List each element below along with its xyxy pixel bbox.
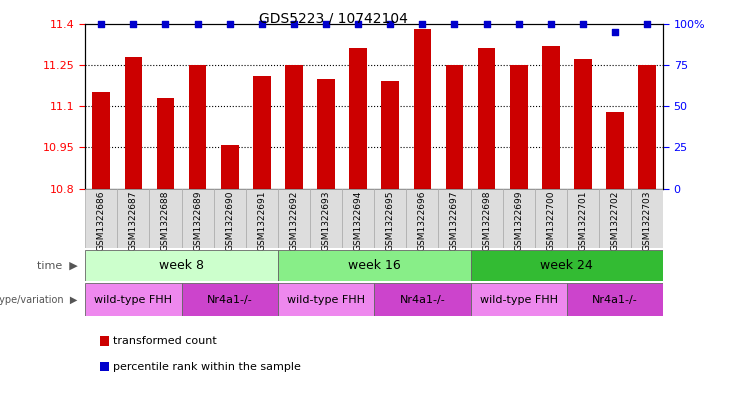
Point [159, 20, 171, 27]
Point [609, 29, 621, 35]
Text: transformed count: transformed count [113, 336, 217, 346]
Bar [85, 189, 117, 248]
Text: GDS5223 / 10742104: GDS5223 / 10742104 [259, 12, 408, 26]
Bar [567, 283, 663, 316]
Point [545, 20, 556, 27]
Bar [471, 283, 567, 316]
Point [192, 20, 204, 27]
Bar [510, 65, 528, 189]
Bar [471, 189, 502, 248]
Point [641, 20, 653, 27]
Bar [124, 57, 142, 189]
Text: week 8: week 8 [159, 259, 204, 272]
Text: genotype/variation  ▶: genotype/variation ▶ [0, 295, 78, 305]
Bar [253, 76, 270, 189]
Bar [310, 189, 342, 248]
Bar [374, 283, 471, 316]
Text: GSM1322690: GSM1322690 [225, 190, 234, 251]
Text: GSM1322687: GSM1322687 [129, 190, 138, 251]
Bar [478, 48, 496, 189]
Text: GSM1322696: GSM1322696 [418, 190, 427, 251]
Bar [349, 48, 367, 189]
Text: GSM1322692: GSM1322692 [290, 190, 299, 251]
Bar [182, 283, 278, 316]
Text: GSM1322688: GSM1322688 [161, 190, 170, 251]
Bar [278, 283, 374, 316]
Text: GSM1322686: GSM1322686 [97, 190, 106, 251]
Bar [406, 189, 439, 248]
Point [224, 20, 236, 27]
Bar [599, 189, 631, 248]
Bar [221, 145, 239, 189]
Bar [374, 189, 406, 248]
Text: Nr4a1-/-: Nr4a1-/- [592, 295, 638, 305]
Bar [213, 189, 246, 248]
Bar [189, 65, 207, 189]
Bar [445, 65, 463, 189]
Bar [382, 81, 399, 189]
Bar [471, 250, 663, 281]
Point [385, 20, 396, 27]
Point [448, 20, 460, 27]
Bar [246, 189, 278, 248]
Bar [85, 283, 182, 316]
Text: GSM1322691: GSM1322691 [257, 190, 266, 251]
Text: GSM1322701: GSM1322701 [579, 190, 588, 251]
Point [127, 20, 139, 27]
Text: GSM1322697: GSM1322697 [450, 190, 459, 251]
Bar [567, 189, 599, 248]
Point [288, 20, 300, 27]
Bar [342, 189, 374, 248]
Point [96, 20, 107, 27]
Text: wild-type FHH: wild-type FHH [94, 295, 173, 305]
Point [256, 20, 268, 27]
Point [416, 20, 428, 27]
Bar [542, 46, 559, 189]
Bar [439, 189, 471, 248]
Point [577, 20, 589, 27]
Bar [278, 250, 471, 281]
Text: Nr4a1-/-: Nr4a1-/- [207, 295, 253, 305]
Text: time  ▶: time ▶ [37, 260, 78, 270]
Text: GSM1322703: GSM1322703 [642, 190, 651, 251]
Text: GSM1322699: GSM1322699 [514, 190, 523, 251]
Text: wild-type FHH: wild-type FHH [287, 295, 365, 305]
Bar [413, 29, 431, 189]
Bar [93, 92, 110, 189]
Text: wild-type FHH: wild-type FHH [479, 295, 558, 305]
Text: GSM1322702: GSM1322702 [611, 190, 619, 251]
Bar [502, 189, 535, 248]
Text: Nr4a1-/-: Nr4a1-/- [399, 295, 445, 305]
Bar [117, 189, 150, 248]
Bar [638, 65, 656, 189]
Bar [535, 189, 567, 248]
Text: GSM1322698: GSM1322698 [482, 190, 491, 251]
Point [320, 20, 332, 27]
Text: percentile rank within the sample: percentile rank within the sample [113, 362, 302, 372]
Text: week 16: week 16 [348, 259, 401, 272]
Point [352, 20, 364, 27]
Text: GSM1322689: GSM1322689 [193, 190, 202, 251]
Bar [156, 98, 174, 189]
Bar [182, 189, 213, 248]
Text: week 24: week 24 [540, 259, 594, 272]
Text: GSM1322700: GSM1322700 [546, 190, 555, 251]
Bar [574, 59, 592, 189]
Bar [317, 79, 335, 189]
Bar [278, 189, 310, 248]
Bar [85, 250, 278, 281]
Bar [631, 189, 663, 248]
Text: GSM1322694: GSM1322694 [353, 190, 362, 251]
Point [513, 20, 525, 27]
Bar [285, 65, 303, 189]
Text: GSM1322693: GSM1322693 [322, 190, 330, 251]
Point [481, 20, 493, 27]
Text: GSM1322695: GSM1322695 [386, 190, 395, 251]
Bar [150, 189, 182, 248]
Bar [606, 112, 624, 189]
